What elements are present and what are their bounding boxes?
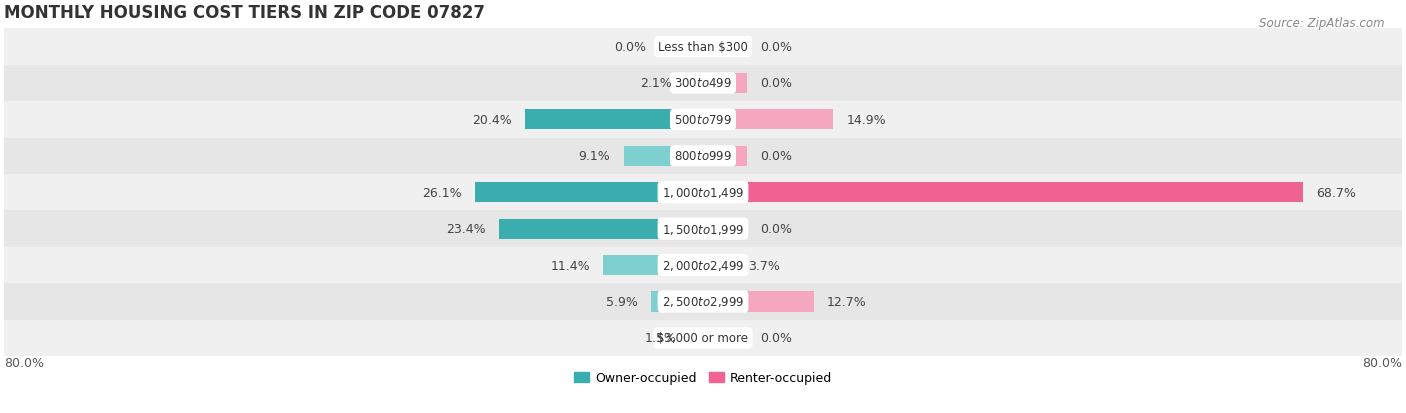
Text: 23.4%: 23.4% (446, 223, 485, 235)
Bar (703, 38, 747, 57)
Text: $300 to $499: $300 to $499 (673, 77, 733, 90)
Text: 26.1%: 26.1% (422, 186, 463, 199)
Text: Source: ZipAtlas.com: Source: ZipAtlas.com (1260, 17, 1385, 29)
Text: 1.5%: 1.5% (645, 332, 676, 344)
Text: 0.0%: 0.0% (759, 150, 792, 163)
Text: Less than $300: Less than $300 (658, 41, 748, 54)
Text: $1,000 to $1,499: $1,000 to $1,499 (662, 186, 744, 200)
Text: 80.0%: 80.0% (1362, 356, 1402, 369)
Bar (659, 38, 703, 57)
Bar (703, 183, 1303, 203)
Legend: Owner-occupied, Renter-occupied: Owner-occupied, Renter-occupied (568, 366, 838, 389)
Bar (703, 110, 834, 130)
Text: 9.1%: 9.1% (579, 150, 610, 163)
Bar (4, 29, 1402, 66)
Text: 12.7%: 12.7% (827, 295, 866, 308)
Bar (623, 146, 703, 166)
Text: $2,000 to $2,499: $2,000 to $2,499 (662, 259, 744, 273)
Text: 2.1%: 2.1% (640, 77, 672, 90)
Text: $2,500 to $2,999: $2,500 to $2,999 (662, 295, 744, 309)
Bar (4, 138, 1402, 175)
Bar (4, 66, 1402, 102)
Bar (524, 110, 703, 130)
Bar (4, 247, 1402, 284)
Bar (703, 292, 814, 312)
Text: $800 to $999: $800 to $999 (673, 150, 733, 163)
Bar (703, 328, 747, 348)
Text: 80.0%: 80.0% (4, 356, 44, 369)
Bar (651, 292, 703, 312)
Text: 11.4%: 11.4% (551, 259, 591, 272)
Bar (4, 175, 1402, 211)
Text: 68.7%: 68.7% (1316, 186, 1357, 199)
Text: 0.0%: 0.0% (759, 223, 792, 235)
Bar (603, 255, 703, 275)
Bar (4, 102, 1402, 138)
Text: 0.0%: 0.0% (614, 41, 647, 54)
Bar (685, 74, 703, 94)
Bar (4, 211, 1402, 247)
Bar (703, 255, 735, 275)
Text: $1,500 to $1,999: $1,500 to $1,999 (662, 222, 744, 236)
Text: $3,000 or more: $3,000 or more (658, 332, 748, 344)
Text: 0.0%: 0.0% (759, 41, 792, 54)
Bar (703, 146, 747, 166)
Bar (4, 284, 1402, 320)
Bar (475, 183, 703, 203)
Text: $500 to $799: $500 to $799 (673, 114, 733, 126)
Bar (499, 219, 703, 239)
Text: 0.0%: 0.0% (759, 332, 792, 344)
Bar (4, 320, 1402, 356)
Text: 5.9%: 5.9% (606, 295, 638, 308)
Text: 3.7%: 3.7% (748, 259, 780, 272)
Text: MONTHLY HOUSING COST TIERS IN ZIP CODE 07827: MONTHLY HOUSING COST TIERS IN ZIP CODE 0… (4, 4, 485, 22)
Text: 20.4%: 20.4% (472, 114, 512, 126)
Text: 0.0%: 0.0% (759, 77, 792, 90)
Bar (703, 219, 747, 239)
Bar (703, 74, 747, 94)
Bar (690, 328, 703, 348)
Text: 14.9%: 14.9% (846, 114, 886, 126)
